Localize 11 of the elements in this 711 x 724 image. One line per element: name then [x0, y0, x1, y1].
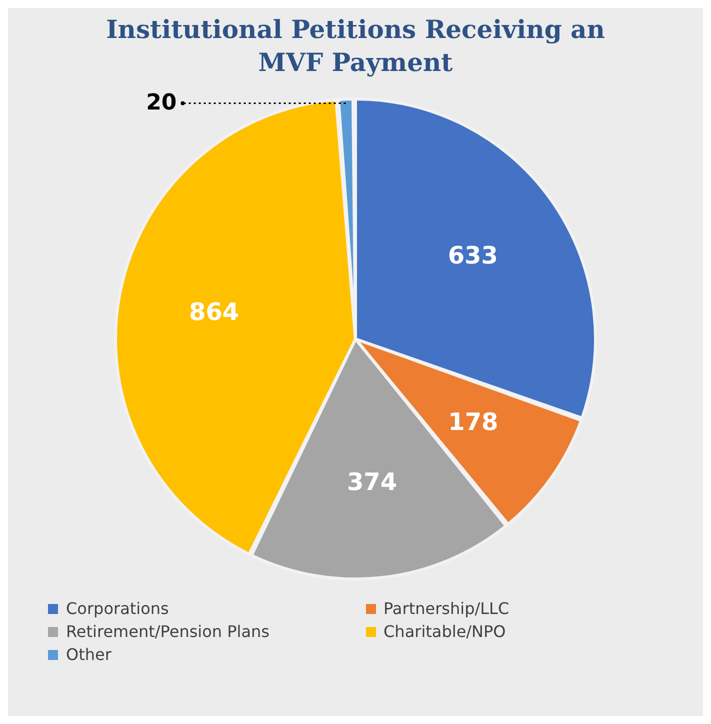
data-label: 374	[346, 468, 398, 496]
chart-title: Institutional Petitions Receiving an MVF Payment	[105, 14, 606, 78]
legend-label: Other	[66, 645, 112, 664]
data-label: 20	[146, 90, 177, 116]
legend-label: Partnership/LLC	[384, 599, 510, 618]
data-label: 178	[448, 408, 498, 436]
legend-label: Corporations	[66, 599, 169, 618]
legend-label: Retirement/Pension Plans	[66, 622, 270, 641]
data-label: 633	[448, 242, 498, 270]
data-label: 864	[189, 298, 240, 326]
legend-label: Charitable/NPO	[384, 622, 506, 641]
